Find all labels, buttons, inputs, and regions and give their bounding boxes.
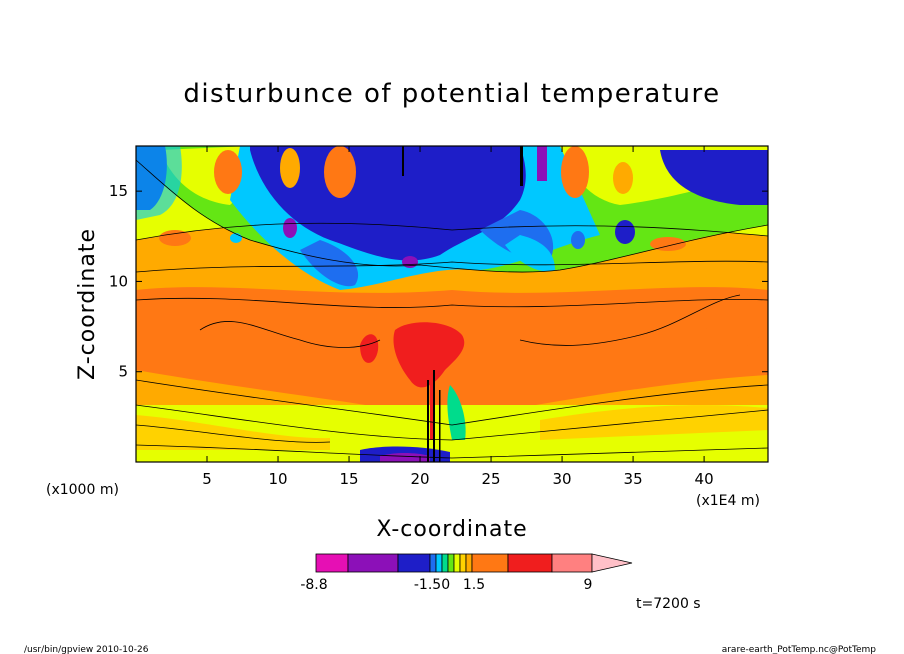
blue-blob-main: [250, 146, 526, 261]
colorbar-label: 9: [584, 577, 593, 593]
x-tick-label: 10: [268, 470, 287, 488]
x-axis-label: X-coordinate: [376, 517, 527, 542]
red-column: [430, 380, 433, 440]
cyan-top-left: [136, 146, 182, 220]
colorbar-segment: [453, 553, 461, 573]
colorbar-segment: [347, 553, 399, 573]
orange-oval-3: [324, 146, 356, 198]
orange-oval-2: [280, 148, 300, 188]
y-tick-label: 5: [118, 363, 128, 381]
orange-oval-6: [159, 230, 191, 246]
colorbar-segment: [471, 553, 509, 573]
plot-frame: [135, 145, 769, 463]
dark-column-2: [433, 370, 435, 462]
chart-title: disturbunce of potential temperature: [183, 79, 720, 109]
plot-area: [136, 146, 768, 462]
green-lower-column: [447, 385, 466, 440]
x-tick-label: 30: [553, 470, 572, 488]
x-tick-label: 25: [482, 470, 501, 488]
colorbar-segment: [441, 553, 449, 573]
x-tick-label: 20: [410, 470, 429, 488]
blue-spot-b: [615, 220, 635, 244]
colorbar-segment: [507, 553, 553, 573]
footer-right: arare-earth_PotTemp.nc@PotTemp: [722, 645, 877, 654]
purple-column-top: [537, 146, 547, 181]
x-scale-label: (x1E4 m): [696, 493, 760, 509]
y-axis-label: Z-coordinate: [75, 228, 100, 380]
red-core-center: [393, 322, 465, 388]
purple-bottom: [380, 453, 430, 462]
colorbar-segment: [429, 553, 437, 573]
colorbar-segment: [397, 553, 431, 573]
cyan-spot: [230, 233, 242, 243]
x-tick-label: 15: [339, 470, 358, 488]
y-tick-label: 10: [109, 272, 128, 290]
cyan-right: [505, 235, 555, 272]
contour-lines: [136, 159, 768, 459]
blue-top-right: [660, 150, 768, 205]
x-tick-label: 5: [202, 470, 212, 488]
colorbar-label: 1.5: [463, 577, 485, 593]
x-tick-label: 35: [624, 470, 643, 488]
colorbar-segment: [459, 553, 467, 573]
blue-blob-mid: [300, 240, 359, 287]
time-annotation: t=7200 s: [636, 596, 701, 612]
y-axis: 5 10 15: [109, 182, 768, 381]
dark-column-top-2: [520, 146, 523, 186]
blue-spot-a: [571, 231, 585, 249]
dark-column-top-1: [402, 146, 404, 176]
dark-column-3: [439, 390, 441, 462]
x-unit-label: (x1000 m): [46, 482, 119, 498]
orange-oval-1: [214, 150, 242, 194]
colorbar-segment: [551, 553, 593, 573]
x-axis: 5 10 15 20 25 30 35 40: [202, 146, 714, 488]
dark-column-1: [427, 380, 429, 462]
colorbar-segment: [447, 553, 455, 573]
colorbar-segment: [465, 553, 473, 573]
purple-spot-2: [402, 256, 418, 268]
colorbar-segment: [435, 553, 443, 573]
colorbar: -8.8 -1.50 1.5 9: [300, 553, 633, 593]
orange-oval-7: [650, 237, 686, 251]
orange-oval-5: [613, 162, 633, 194]
colorbar-label: -8.8: [300, 577, 327, 593]
colorbar-arrow: [591, 553, 633, 573]
footer-left: /usr/bin/gpview 2010-10-26: [24, 645, 149, 654]
colorbar-segment: [315, 553, 349, 573]
red-core-left: [360, 334, 379, 363]
orange-core-right: [705, 292, 765, 348]
orange-oval-4: [561, 146, 589, 198]
y-tick-label: 15: [109, 182, 128, 200]
field-bottom-orange-r: [540, 405, 768, 440]
purple-spot-1: [283, 218, 297, 238]
colorbar-label: -1.50: [414, 577, 450, 593]
x-tick-label: 40: [695, 470, 714, 488]
